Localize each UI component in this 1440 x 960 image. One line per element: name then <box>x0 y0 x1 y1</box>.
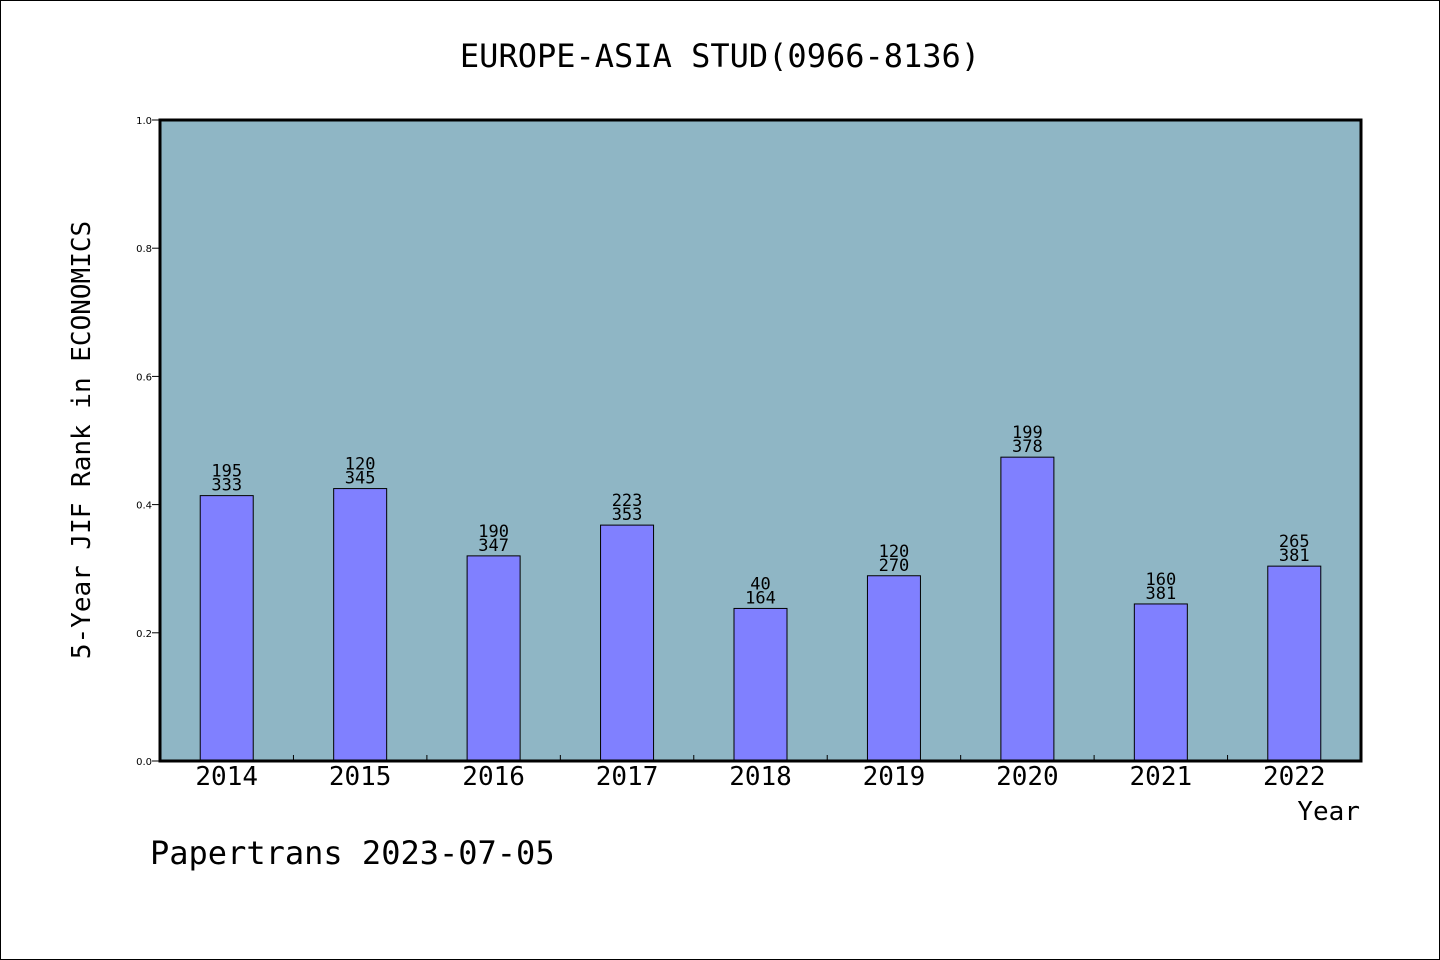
bar-rank-label: 199 <box>1012 423 1043 443</box>
bar-2021 <box>1133 603 1188 762</box>
y-tick-label: 0.6 <box>136 372 152 383</box>
y-tick-label: 0.8 <box>136 244 152 255</box>
watermark-text: Papertrans 2023-07-05 <box>150 834 555 872</box>
x-tick-label: 2014 <box>195 762 258 792</box>
x-tick-label: 2021 <box>1130 762 1193 792</box>
axes-group: 2014 2015 2016 2017 2018 2019 2020 2021 2022 0.0 0… <box>136 116 1363 792</box>
bar-rank-label: 120 <box>345 455 376 475</box>
bar-2016 <box>466 555 521 762</box>
bar-rank-label: 40 <box>750 574 770 594</box>
chart-title: EUROPE-ASIA STUD(0966-8136) <box>460 37 980 75</box>
bar-rank-label: 265 <box>1279 532 1310 552</box>
y-tick-label: 0.4 <box>136 501 152 512</box>
bar-total-label: 270 <box>879 556 910 576</box>
bar-rank-label: 190 <box>478 522 509 542</box>
x-tick-label: 2020 <box>996 762 1059 792</box>
bar-total-label: 381 <box>1145 584 1176 604</box>
bar-2014 <box>199 495 254 762</box>
x-tick-label: 2015 <box>329 762 392 792</box>
bar-2020 <box>1000 456 1055 762</box>
bar-2017 <box>600 524 655 762</box>
bar-2015 <box>333 488 388 762</box>
x-tick-label: 2019 <box>863 762 926 792</box>
bar-total-label: 347 <box>478 536 509 556</box>
bar-total-label: 345 <box>345 469 376 489</box>
bar-total-label: 333 <box>211 476 242 496</box>
x-tick-label: 2022 <box>1263 762 1326 792</box>
bar-rank-label: 223 <box>612 491 643 511</box>
x-tick-label: 2017 <box>596 762 659 792</box>
x-axis-label: Year <box>1297 797 1360 827</box>
plot-border <box>158 118 1363 763</box>
y-tick-label: 0.2 <box>136 629 152 640</box>
x-tick-label: 2018 <box>729 762 792 792</box>
bar-total-label: 378 <box>1012 437 1043 457</box>
bar-total-label: 164 <box>745 588 776 608</box>
bar-total-label: 353 <box>612 505 643 525</box>
bar-rank-label: 120 <box>879 542 910 562</box>
bar-2022 <box>1267 565 1322 762</box>
y-tick-label: 1.0 <box>136 116 152 127</box>
y-axis-label: 5-Year JIF Rank in ECONOMICS <box>67 221 97 659</box>
bar-2019 <box>866 575 921 762</box>
bar-2018 <box>733 607 788 762</box>
bar-rank-label: 160 <box>1145 570 1176 590</box>
bar-rank-label: 195 <box>211 462 242 482</box>
bars-group: 1953331203451903472233534016412027019937… <box>199 423 1322 762</box>
bar-total-label: 381 <box>1279 546 1310 566</box>
x-tick-label: 2016 <box>462 762 525 792</box>
y-tick-label: 0.0 <box>136 757 152 768</box>
